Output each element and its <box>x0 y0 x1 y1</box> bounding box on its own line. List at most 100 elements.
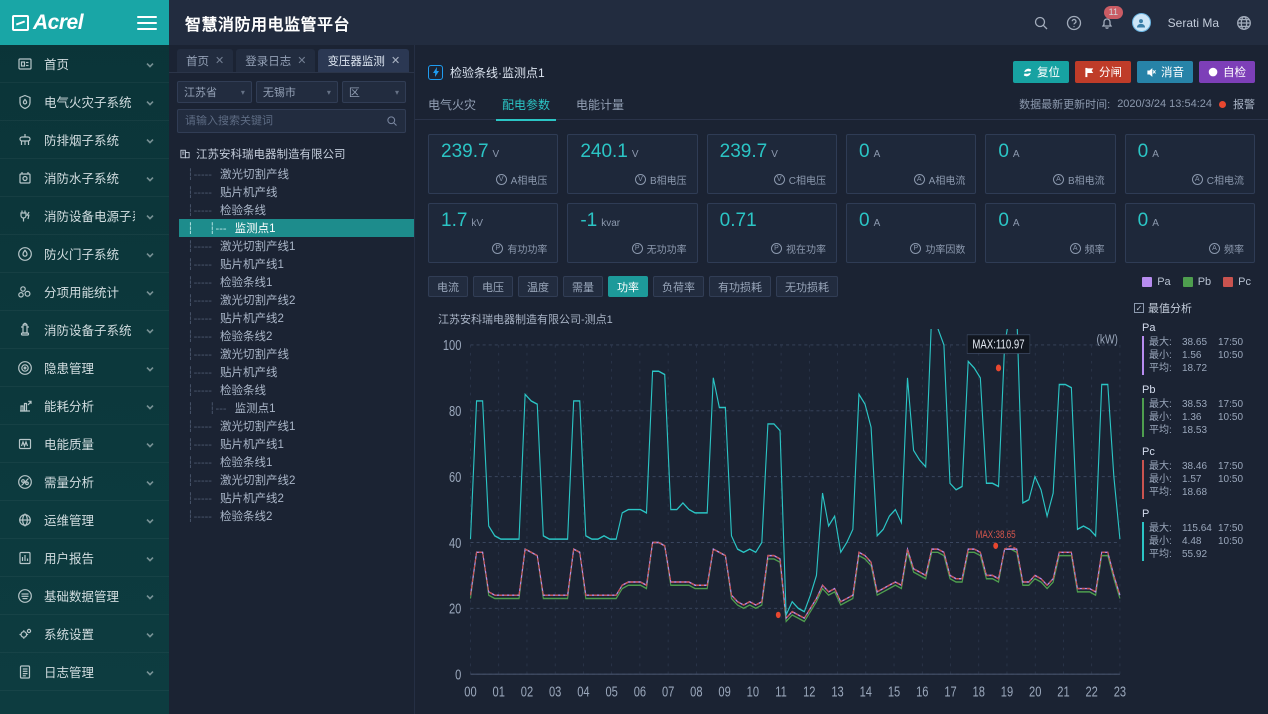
stat-block-Pc: Pc 最大: 38.46 17:50 最小: 1.57 10:50 平均: 18.68 <box>1134 446 1255 499</box>
workspace-tab-1[interactable]: 首页 ✕ <box>177 49 234 72</box>
minmax-label: 最值分析 <box>1148 303 1192 315</box>
tree-item-16[interactable]: ┆----- 贴片机产线1 <box>179 435 414 453</box>
chevron-down-icon <box>145 591 155 601</box>
sidebar-item-4[interactable]: 消防水子系统 <box>0 159 169 197</box>
legend-item-2[interactable]: Pb <box>1182 276 1211 288</box>
chart-tab-7[interactable]: 有功损耗 <box>709 276 771 297</box>
chart-tab-4[interactable]: 需量 <box>563 276 603 297</box>
tree-connector: ┆----- <box>187 294 215 307</box>
user-name[interactable]: Serati Ma <box>1167 15 1219 30</box>
metric-label-row: P 有功功率 <box>441 241 547 256</box>
home-icon <box>16 55 34 73</box>
tree-item-12[interactable]: ┆----- 贴片机产线 <box>179 363 414 381</box>
sidebar-item-11[interactable]: 电能质量 <box>0 425 169 463</box>
metric-label-row: P 功率因数 <box>859 241 965 256</box>
sidebar-item-6[interactable]: 防火门子系统 <box>0 235 169 273</box>
tree-item-10[interactable]: ┆----- 检验条线2 <box>179 327 414 345</box>
tree-item-7[interactable]: ┆----- 检验条线1 <box>179 273 414 291</box>
sidebar-item-17[interactable]: 日志管理 <box>0 653 169 691</box>
avatar[interactable] <box>1131 13 1151 32</box>
minmax-checkbox[interactable]: ✓ 最值分析 <box>1134 300 1255 316</box>
tree-item-17[interactable]: ┆----- 检验条线1 <box>179 453 414 471</box>
tree-item-6[interactable]: ┆----- 贴片机产线1 <box>179 255 414 273</box>
sidebar-item-5[interactable]: 消防设备电源子系统 <box>0 197 169 235</box>
globe-icon[interactable] <box>1236 15 1252 31</box>
tree-item-2[interactable]: ┆----- 贴片机产线 <box>179 183 414 201</box>
svg-text:20: 20 <box>1029 683 1041 700</box>
sidebar-item-2[interactable]: 电气火灾子系统 <box>0 83 169 121</box>
sidebar-nav: 首页电气火灾子系统防排烟子系统消防水子系统消防设备电源子系统防火门子系统分项用能… <box>0 45 169 691</box>
workspace-tab-3[interactable]: 变压器监测 ✕ <box>318 49 410 72</box>
brand-logo[interactable]: Acrel <box>12 11 84 35</box>
sub-tab-2[interactable]: 配电参数 <box>496 89 557 121</box>
tree-root[interactable]: 江苏安科瑞电器制造有限公司 <box>179 143 414 165</box>
action-button-2[interactable]: 分闸 <box>1075 61 1131 83</box>
close-icon[interactable]: ✕ <box>297 55 307 67</box>
chart-section: 电流 电压 温度 需量 功率 负荷率 有功损耗 无功损耗 江苏安科瑞电器制造有限公司-测点1 … <box>415 263 1268 714</box>
sidebar: Acrel 首页电气火灾子系统防排烟子系统消防水子系统消防设备电源子系统防火门子… <box>0 0 169 714</box>
tree-item-5[interactable]: ┆----- 激光切割产线1 <box>179 237 414 255</box>
search-icon[interactable] <box>386 115 398 127</box>
sidebar-item-14[interactable]: 用户报告 <box>0 539 169 577</box>
sidebar-item-16[interactable]: 系统设置 <box>0 615 169 653</box>
tree-item-4[interactable]: ┆ ┆--- 监测点1 <box>179 219 414 237</box>
tree-search[interactable] <box>177 109 406 133</box>
chart-tab-1[interactable]: 电流 <box>428 276 468 297</box>
close-icon[interactable]: ✕ <box>215 55 225 67</box>
sidebar-item-1[interactable]: 首页 <box>0 45 169 83</box>
tree-item-20[interactable]: ┆----- 检验条线2 <box>179 507 414 525</box>
chart-tab-5[interactable]: 功率 <box>608 276 648 297</box>
chart-tab-8[interactable]: 无功损耗 <box>776 276 838 297</box>
sub-tab-3[interactable]: 电能计量 <box>576 97 625 112</box>
sidebar-item-15[interactable]: 基础数据管理 <box>0 577 169 615</box>
sidebar-item-13[interactable]: 运维管理 <box>0 501 169 539</box>
tree-item-label: 贴片机产线2 <box>220 313 284 325</box>
tree-item-11[interactable]: ┆----- 激光切割产线 <box>179 345 414 363</box>
sidebar-item-3[interactable]: 防排烟子系统 <box>0 121 169 159</box>
workspace-tab-2[interactable]: 登录日志 ✕ <box>236 49 316 72</box>
tree-item-8[interactable]: ┆----- 激光切割产线2 <box>179 291 414 309</box>
metric-label: A相电压 <box>510 176 548 187</box>
action-button-4[interactable]: 自检 <box>1199 61 1255 83</box>
district-select[interactable]: 区 ▾ <box>341 81 406 103</box>
chevron-down-icon <box>145 401 155 411</box>
search-input[interactable] <box>185 115 386 127</box>
notification-badge: 11 <box>1103 5 1123 19</box>
sidebar-item-9[interactable]: 隐患管理 <box>0 349 169 387</box>
tree-item-19[interactable]: ┆----- 贴片机产线2 <box>179 489 414 507</box>
action-button-1[interactable]: 复位 <box>1013 61 1069 83</box>
chart-tab-6[interactable]: 负荷率 <box>653 276 704 297</box>
power-chart[interactable]: 0 20 40 60 80 100 00 01 02 03 04 05 06 07 08 09 10 11 12 13… <box>428 329 1126 714</box>
chart-tab-3[interactable]: 温度 <box>518 276 558 297</box>
legend-item-3[interactable]: Pc <box>1223 276 1251 288</box>
action-button-3[interactable]: 消音 <box>1137 61 1193 83</box>
tree-item-18[interactable]: ┆----- 激光切割产线2 <box>179 471 414 489</box>
chevron-down-icon <box>145 515 155 525</box>
tree-item-14[interactable]: ┆ ┆--- 监测点1 <box>179 399 414 417</box>
province-select[interactable]: 江苏省 ▾ <box>177 81 252 103</box>
sidebar-item-8[interactable]: 消防设备子系统 <box>0 311 169 349</box>
tree-item-13[interactable]: ┆----- 检验条线 <box>179 381 414 399</box>
tree-item-label: 激光切割产线1 <box>220 421 296 433</box>
chart-tab-2[interactable]: 电压 <box>473 276 513 297</box>
sidebar-item-7[interactable]: 分项用能统计 <box>0 273 169 311</box>
metric-badge-icon: P <box>492 243 504 254</box>
sidebar-item-10[interactable]: 能耗分析 <box>0 387 169 425</box>
tree-item-3[interactable]: ┆----- 检验条线 <box>179 201 414 219</box>
hamburger-icon[interactable] <box>137 15 157 30</box>
region-filters: 江苏省 ▾ 无锡市 ▾ 区 ▾ <box>169 73 414 103</box>
help-icon[interactable] <box>1066 15 1082 31</box>
city-select[interactable]: 无锡市 ▾ <box>255 81 338 103</box>
tree-item-1[interactable]: ┆----- 激光切割产线 <box>179 165 414 183</box>
tree-item-15[interactable]: ┆----- 激光切割产线1 <box>179 417 414 435</box>
action-button-label: 分闸 <box>1099 67 1122 79</box>
chart-side-panel: Pa Pb Pc ✓ 最值分析 Pa 最大: 38.65 17:50 最小: 1.56 10:5… <box>1126 276 1255 714</box>
legend-item-1[interactable]: Pa <box>1142 276 1171 288</box>
close-icon[interactable]: ✕ <box>390 55 401 67</box>
sidebar-item-12[interactable]: 需量分析 <box>0 463 169 501</box>
search-icon[interactable] <box>1033 15 1049 31</box>
tree-item-9[interactable]: ┆----- 贴片机产线2 <box>179 309 414 327</box>
bell-icon[interactable]: 11 <box>1099 5 1123 31</box>
sub-tab-1[interactable]: 电气火灾 <box>428 97 477 112</box>
